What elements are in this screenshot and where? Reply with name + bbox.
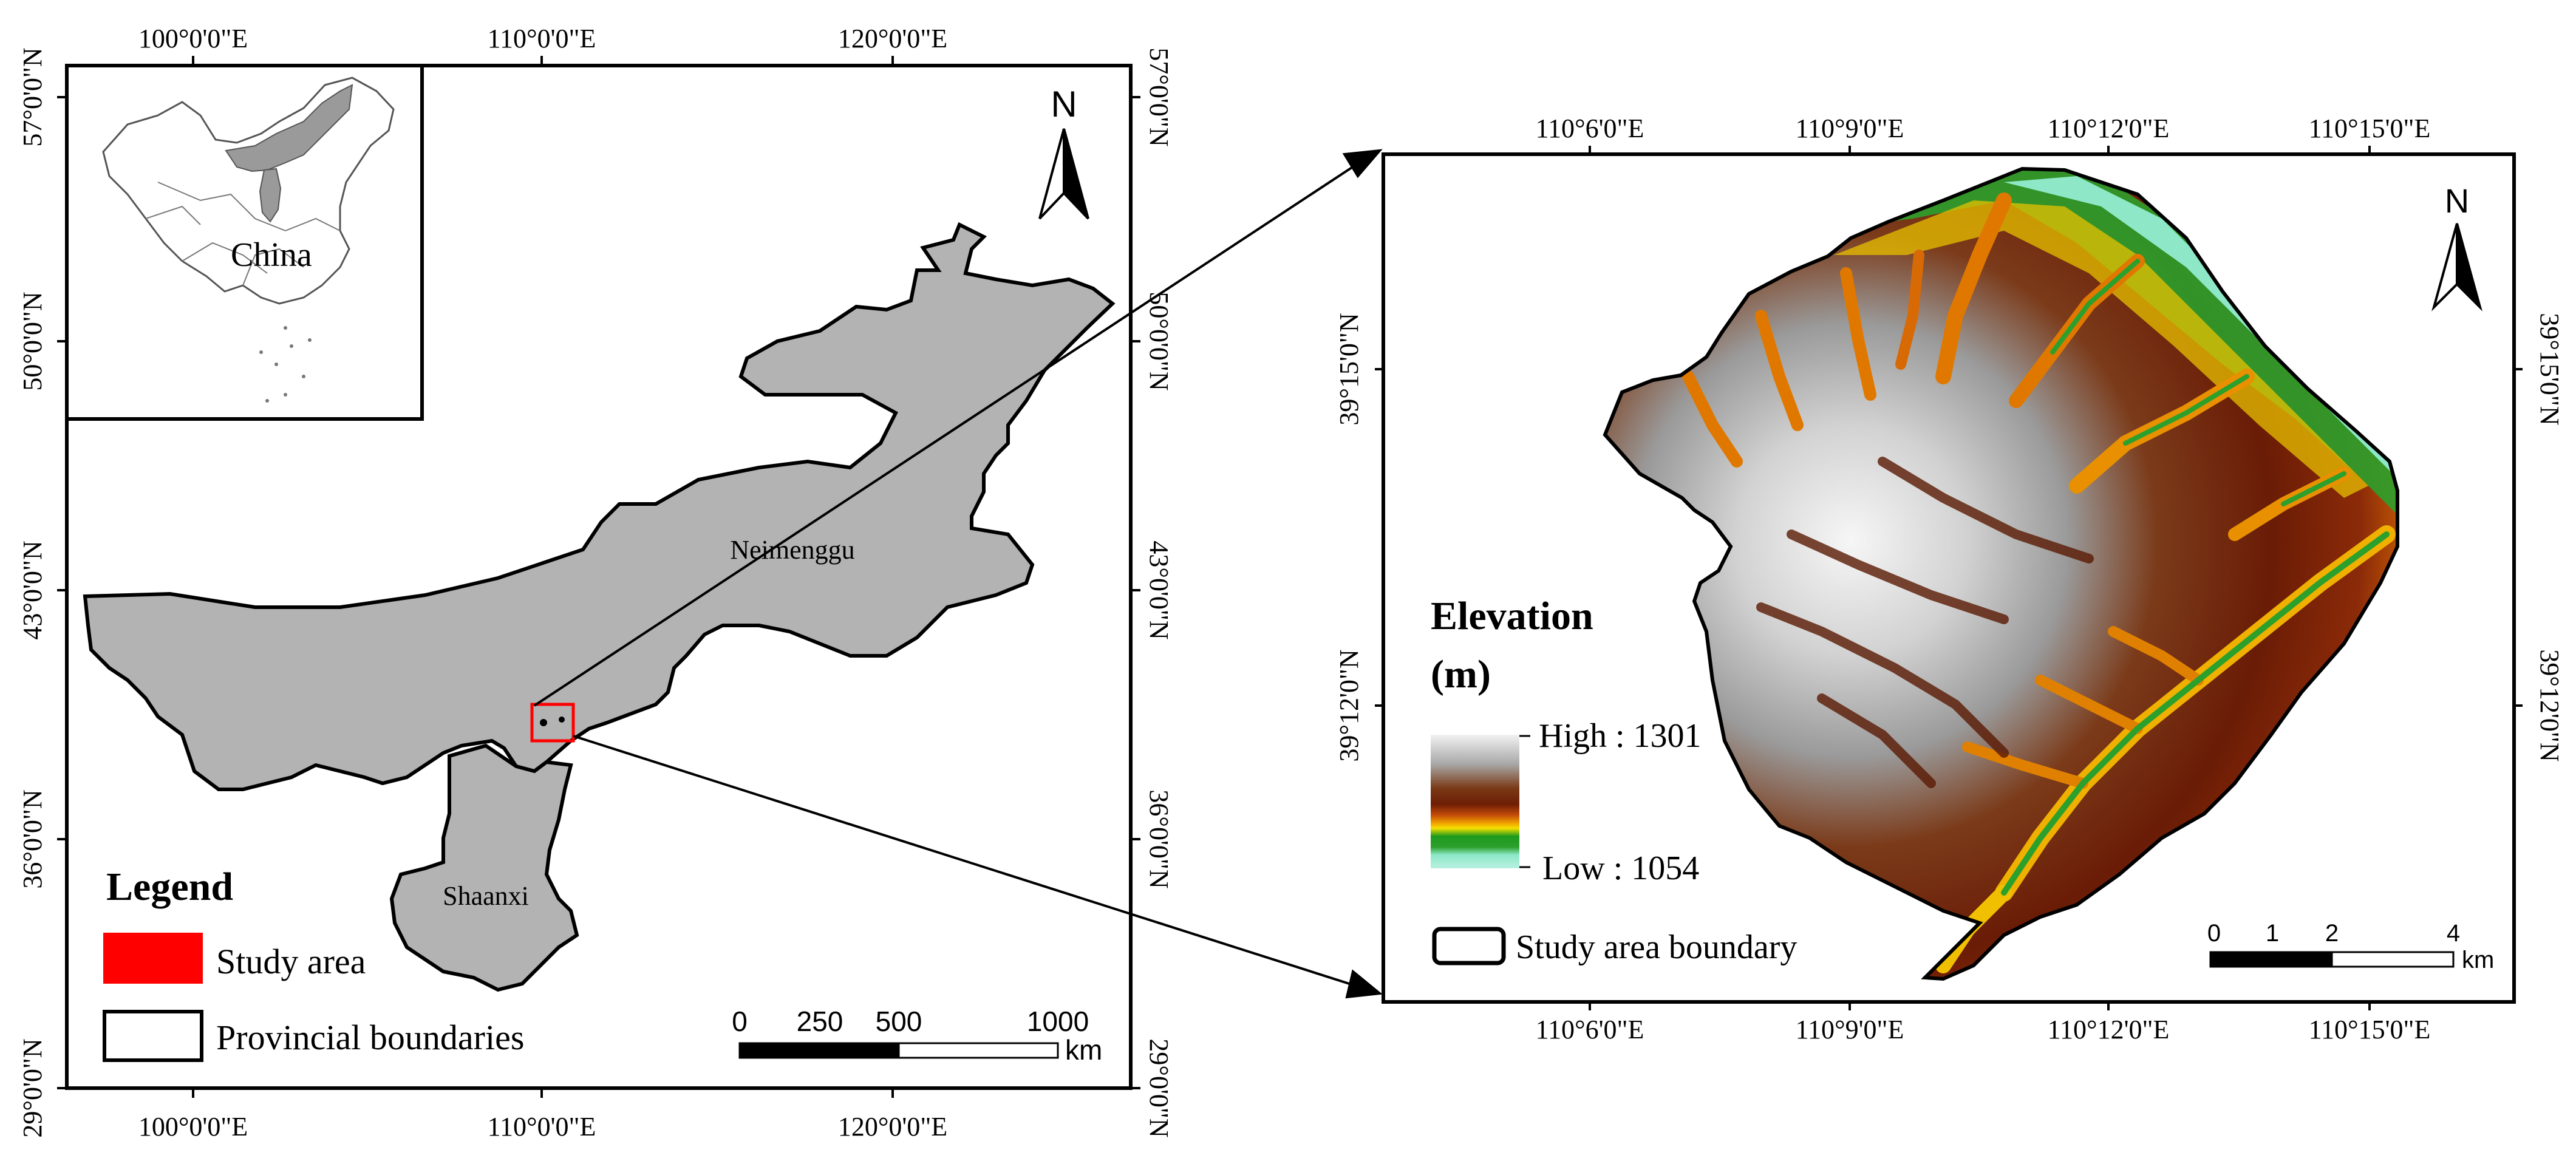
neimenggu-inset (225, 84, 353, 172)
right-scalebar: 0 1 2 4 km (2207, 920, 2494, 973)
elevation-low-label: Low : 1054 (1542, 849, 1699, 887)
neimenggu-province (83, 222, 1116, 791)
left-top-lon-label: 120°0'0"E (838, 24, 947, 53)
study-area-boundary-outline (1603, 166, 2399, 981)
elevation-title-line1: Elevation (1431, 594, 1593, 638)
legend-label-provincial-boundaries: Provincial boundaries (216, 1018, 524, 1057)
right-lat-label: 36°0'0"N (1144, 789, 1174, 888)
left-lat-label: 43°0'0"N (18, 540, 47, 639)
right-top-lon-label: 110°12'0"E (2048, 114, 2170, 143)
right-right-lat-label: 39°12'0"N (2535, 649, 2564, 761)
right-scalebar-tick: 0 (2207, 920, 2221, 947)
right-map-ticks (1375, 146, 2523, 1010)
right-top-lon-label: 110°6'0"E (1536, 114, 1644, 143)
scalebar-tick: 0 (732, 1006, 748, 1037)
neimenggu-label: Neimenggu (730, 535, 854, 565)
legend-swatch-study-area (103, 933, 203, 984)
legend-swatch-provincial-boundaries (103, 1010, 203, 1062)
left-lat-label: 57°0'0"N (18, 47, 47, 146)
right-lat-label: 43°0'0"N (1144, 540, 1174, 639)
right-lat-label: 50°0'0"N (1144, 291, 1174, 390)
legend-label-study-area: Study area (216, 942, 366, 981)
shaanxi-inset (259, 168, 282, 223)
left-scalebar: 0 250 500 1000 km (732, 1006, 1102, 1066)
boundary-legend: Study area boundary (1432, 927, 1797, 966)
right-bottom-lon-label: 110°12'0"E (2048, 1015, 2170, 1044)
china-label: China (231, 236, 312, 274)
right-lat-label: 29°0'0"N (1144, 1038, 1174, 1137)
right-top-lon-label: 110°9'0"E (1796, 114, 1904, 143)
left-legend: Legend Study area Provincial boundaries (103, 865, 524, 1062)
left-map: 100°0'0"E 110°0'0"E 120°0'0"E 100°0'0"E … (18, 24, 1174, 1142)
north-arrow-icon: N (1038, 84, 1089, 220)
legend-title: Legend (106, 865, 233, 909)
scalebar-tick: 500 (876, 1006, 922, 1037)
left-top-lon-label: 110°0'0"E (488, 24, 596, 53)
left-bottom-lon-label: 100°0'0"E (138, 1112, 248, 1142)
right-left-lat-label: 39°12'0"N (1334, 649, 1364, 761)
svg-text:N: N (1051, 84, 1077, 124)
scalebar-unit: km (1065, 1034, 1102, 1066)
right-map: 110°6'0"E 110°9'0"E 110°12'0"E 110°15'0"… (1334, 114, 2564, 1044)
elevation-legend: Elevation (m) High : 1301 Low : 1054 (1431, 594, 1702, 887)
study-area-box (530, 703, 575, 743)
scalebar-tick: 1000 (1027, 1006, 1089, 1037)
right-right-lat-label: 39°15'0"N (2535, 313, 2564, 425)
right-left-lat-label: 39°15'0"N (1334, 313, 1364, 425)
left-lat-label: 29°0'0"N (18, 1038, 47, 1137)
elevation-title-line2: (m) (1431, 652, 1491, 696)
boundary-legend-swatch (1432, 927, 1506, 965)
right-scalebar-unit: km (2462, 947, 2494, 973)
left-top-lon-label: 100°0'0"E (138, 24, 248, 53)
svg-text:N: N (2445, 182, 2469, 220)
shaanxi-label: Shaanxi (443, 881, 529, 911)
right-bottom-lon-label: 110°9'0"E (1796, 1015, 1904, 1044)
right-scalebar-tick: 1 (2266, 920, 2279, 947)
right-bottom-lon-label: 110°15'0"E (2309, 1015, 2431, 1044)
left-bottom-lon-label: 110°0'0"E (488, 1112, 596, 1142)
right-bottom-lon-label: 110°6'0"E (1536, 1015, 1644, 1044)
scalebar-tick: 250 (797, 1006, 843, 1037)
right-lat-label: 57°0'0"N (1144, 47, 1174, 146)
elevation-high-label: High : 1301 (1539, 717, 1702, 755)
china-inset: China (65, 64, 424, 421)
shaanxi-province (389, 743, 579, 992)
right-scalebar-tick: 2 (2325, 920, 2339, 947)
boundary-legend-label: Study area boundary (1516, 928, 1797, 966)
left-lat-label: 36°0'0"N (18, 789, 47, 888)
left-lat-label: 50°0'0"N (18, 291, 47, 390)
north-arrow-icon: N (2431, 182, 2482, 312)
elevation-color-ramp (1431, 735, 1519, 868)
right-scalebar-tick: 4 (2447, 920, 2460, 947)
left-bottom-lon-label: 120°0'0"E (838, 1112, 947, 1142)
right-top-lon-label: 110°15'0"E (2309, 114, 2431, 143)
connector-arrows (533, 149, 1383, 999)
